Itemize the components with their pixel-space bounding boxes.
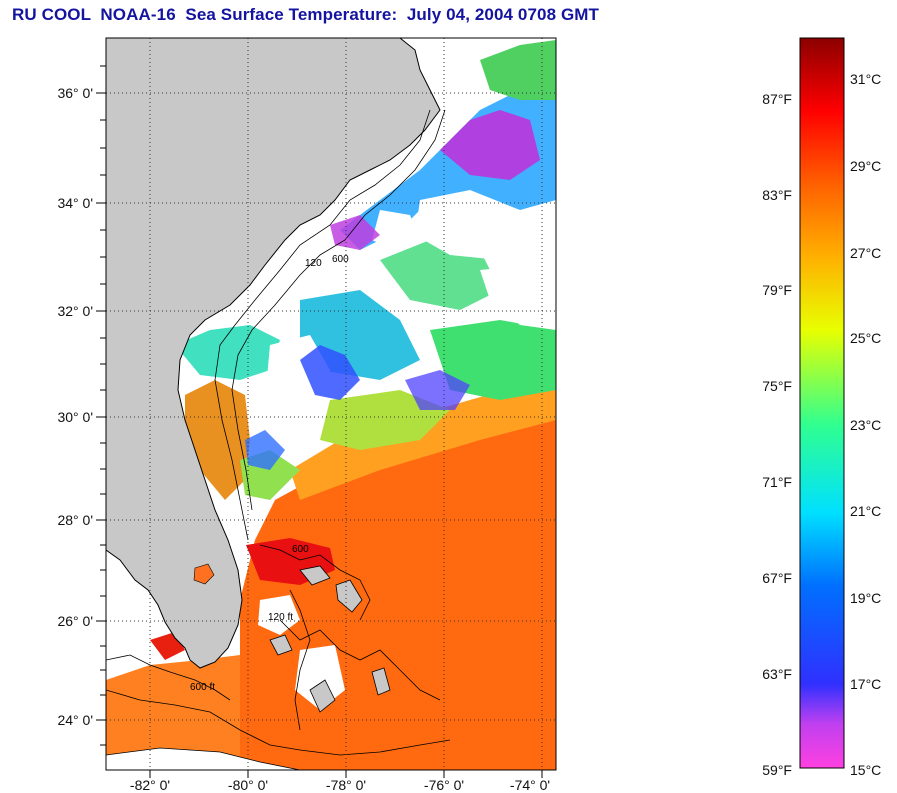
colorbar-c-label: 27°C bbox=[850, 245, 881, 261]
colorbar-c-label: 31°C bbox=[850, 71, 881, 87]
bathymetry-contour bbox=[289, 589, 311, 731]
colorbar-c-label: 19°C bbox=[850, 590, 881, 606]
land-us-southeast bbox=[106, 38, 441, 669]
island-bahamas bbox=[309, 679, 336, 713]
colorbar-c-label: 23°C bbox=[850, 417, 881, 433]
lat-label: 36° 0' bbox=[57, 85, 93, 101]
bathymetry-contour bbox=[214, 109, 431, 541]
lat-ticks bbox=[96, 65, 106, 746]
graticule bbox=[106, 38, 556, 770]
lon-label: -80° 0' bbox=[228, 777, 268, 793]
lat-label: 34° 0' bbox=[57, 195, 93, 211]
midocean-water-region bbox=[430, 320, 556, 400]
cool-front bbox=[245, 430, 285, 470]
cloud-area bbox=[480, 265, 556, 330]
cloud-area bbox=[258, 595, 300, 635]
map-frame bbox=[105, 37, 557, 771]
map-title: RU COOL NOAA-16 Sea Surface Temperature:… bbox=[12, 5, 600, 24]
lat-label: 24° 0' bbox=[57, 712, 93, 728]
colorbar-f-label: 71°F bbox=[762, 474, 792, 490]
contour-label: 120 bbox=[305, 258, 322, 269]
land-cuba bbox=[106, 747, 301, 770]
cloud-area bbox=[372, 210, 420, 250]
island-bahamas bbox=[299, 565, 331, 586]
lon-label: -74° 0' bbox=[510, 777, 550, 793]
warm-water-region bbox=[106, 655, 240, 770]
contour-label: 600 ft bbox=[190, 682, 215, 693]
colorbar-f-label: 75°F bbox=[762, 378, 792, 394]
lon-ticks bbox=[149, 770, 543, 778]
island-bahamas bbox=[269, 634, 293, 656]
island-bahamas bbox=[335, 579, 363, 613]
colorbar-f-label: 67°F bbox=[762, 570, 792, 586]
island-bahamas bbox=[371, 667, 391, 696]
colorbar-f-label: 63°F bbox=[762, 666, 792, 682]
lat-label: 28° 0' bbox=[57, 512, 93, 528]
lake-okeechobee bbox=[193, 563, 215, 585]
colorbar-c-label: 21°C bbox=[850, 503, 881, 519]
sst-map: 600 120 600 600 ft 120 ft bbox=[106, 38, 556, 770]
colorbar-f-label: 79°F bbox=[762, 282, 792, 298]
colorbar-c-label: 29°C bbox=[850, 158, 881, 174]
northern-water-region bbox=[440, 110, 540, 180]
contour-label: 600 bbox=[292, 544, 309, 555]
colorbar-c-label: 25°C bbox=[850, 330, 881, 346]
bathymetry-contour bbox=[106, 654, 231, 701]
cloud-area bbox=[415, 190, 540, 260]
bathymetry-contour bbox=[279, 619, 441, 701]
colorbar-f-label: 83°F bbox=[762, 187, 792, 203]
contour-label: 120 ft bbox=[268, 612, 293, 623]
lat-label: 26° 0' bbox=[57, 613, 93, 629]
contour-label: 600 bbox=[332, 254, 349, 265]
bathymetry-contour bbox=[231, 109, 446, 511]
cloud-area bbox=[295, 645, 345, 710]
coastal-water-region bbox=[175, 325, 280, 380]
lat-label: 30° 0' bbox=[57, 409, 93, 425]
colorbar-f-label: 87°F bbox=[762, 91, 792, 107]
bathymetry-contour bbox=[259, 544, 371, 621]
cool-front bbox=[405, 370, 470, 410]
colorbar-f-label: 59°F bbox=[762, 762, 792, 778]
lon-label: -82° 0' bbox=[130, 777, 170, 793]
colorbar bbox=[799, 37, 845, 769]
northern-water-region bbox=[480, 40, 556, 100]
lon-label: -76° 0' bbox=[424, 777, 464, 793]
cool-front bbox=[300, 345, 360, 400]
bathymetry-contour bbox=[106, 689, 451, 756]
colorbar-c-label: 15°C bbox=[850, 762, 881, 778]
lat-label: 32° 0' bbox=[57, 303, 93, 319]
colorbar-c-label: 17°C bbox=[850, 676, 881, 692]
midocean-water-region bbox=[380, 240, 500, 310]
lon-label: -78° 0' bbox=[326, 777, 366, 793]
